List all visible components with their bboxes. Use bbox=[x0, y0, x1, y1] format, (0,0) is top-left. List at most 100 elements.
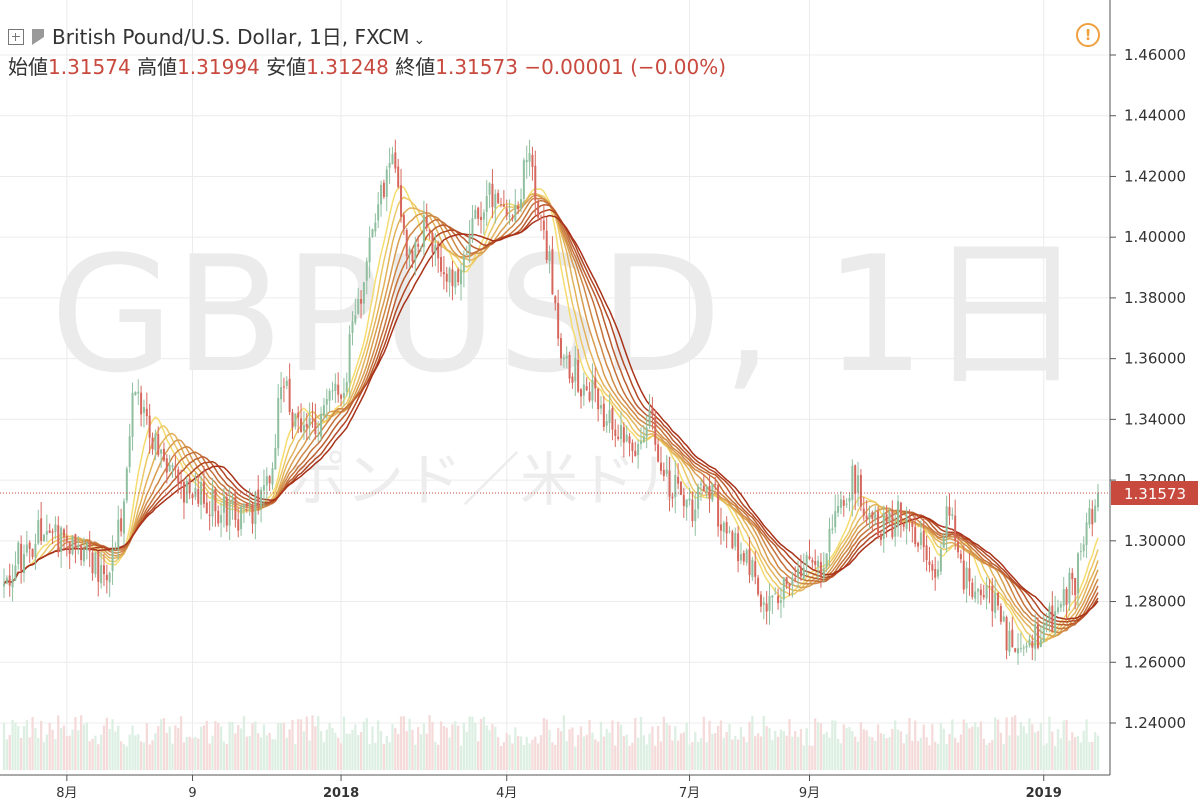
candle-body bbox=[1091, 509, 1094, 525]
candle bbox=[1014, 647, 1017, 653]
candle bbox=[997, 591, 1000, 611]
candle bbox=[391, 146, 394, 165]
candle-body bbox=[48, 530, 51, 533]
candle-body bbox=[545, 230, 548, 260]
candle-body bbox=[140, 392, 143, 415]
candle bbox=[899, 501, 902, 538]
volume-bar bbox=[99, 734, 103, 770]
candle bbox=[642, 425, 645, 444]
expand-icon[interactable] bbox=[8, 28, 24, 45]
candle bbox=[877, 506, 880, 540]
volume-bar bbox=[477, 741, 480, 770]
candle bbox=[82, 537, 85, 567]
volume-bar bbox=[105, 717, 108, 770]
candle-body bbox=[528, 153, 531, 162]
volume-bar bbox=[988, 742, 991, 770]
volume-bar bbox=[39, 720, 43, 770]
candle bbox=[57, 516, 60, 558]
volume-bar bbox=[177, 728, 180, 770]
candle-body bbox=[422, 215, 425, 248]
candle-body bbox=[768, 596, 771, 611]
volume-bar bbox=[628, 745, 631, 770]
candle-body bbox=[334, 383, 337, 391]
volume-bar bbox=[951, 719, 954, 770]
candle-body bbox=[277, 398, 280, 449]
chevron-down-icon[interactable]: ⌄ bbox=[413, 32, 426, 48]
candle bbox=[245, 502, 248, 513]
candle-body bbox=[102, 565, 105, 575]
candle bbox=[337, 372, 340, 403]
candle bbox=[325, 388, 328, 420]
volume-bar bbox=[305, 716, 308, 770]
candle bbox=[242, 502, 245, 524]
volume-bar bbox=[399, 716, 403, 770]
high-label: 高値 bbox=[137, 55, 178, 79]
volume-bar bbox=[665, 723, 668, 770]
volume-bar bbox=[48, 722, 51, 770]
candle-body bbox=[402, 215, 405, 230]
candle bbox=[828, 517, 831, 567]
volume-bar bbox=[17, 726, 20, 770]
volume-bar bbox=[228, 721, 231, 770]
candle bbox=[3, 568, 5, 598]
candle-body bbox=[682, 494, 685, 506]
candle-body bbox=[817, 560, 820, 567]
candle bbox=[508, 199, 511, 225]
volume-bar bbox=[514, 727, 517, 770]
candle-body bbox=[314, 419, 317, 435]
candle-body bbox=[1014, 648, 1017, 652]
volume-bar bbox=[619, 724, 623, 770]
candle-body bbox=[305, 423, 308, 428]
volume-bar bbox=[334, 732, 337, 770]
volume-bar bbox=[1076, 736, 1080, 770]
candle bbox=[991, 577, 994, 627]
volume-bar bbox=[711, 733, 714, 770]
candle-body bbox=[317, 435, 320, 437]
candle bbox=[500, 197, 503, 208]
volume-bar bbox=[14, 722, 17, 770]
candle bbox=[460, 263, 463, 301]
candle-body bbox=[248, 504, 251, 506]
candle-body bbox=[122, 501, 125, 534]
candle-body bbox=[554, 296, 557, 304]
candle bbox=[917, 541, 920, 553]
candle-body bbox=[262, 485, 265, 491]
candle-body bbox=[165, 458, 168, 473]
candle bbox=[577, 349, 580, 393]
symbol-title[interactable]: British Pound/U.S. Dollar, 1日, FXCM bbox=[52, 25, 410, 49]
candle-body bbox=[725, 522, 728, 534]
candle bbox=[785, 576, 788, 589]
candle-body bbox=[899, 502, 902, 524]
price-tick-label: 1.24000 bbox=[1124, 714, 1186, 732]
volume-bar bbox=[111, 719, 114, 770]
candle-body bbox=[417, 244, 420, 247]
volume-bar bbox=[1096, 735, 1100, 770]
candle bbox=[251, 503, 254, 534]
candle-body bbox=[1002, 616, 1005, 622]
candle bbox=[754, 550, 757, 585]
candle bbox=[85, 541, 88, 560]
candle bbox=[762, 596, 765, 620]
candle-body bbox=[220, 514, 223, 523]
symbol-row[interactable]: British Pound/U.S. Dollar, 1日, FXCM ⌄ bbox=[8, 22, 726, 52]
candle bbox=[782, 576, 785, 608]
candle-body bbox=[34, 543, 37, 558]
volume-bar bbox=[636, 737, 640, 770]
candle bbox=[220, 502, 223, 538]
candle bbox=[925, 535, 928, 572]
volume-bar bbox=[328, 722, 331, 770]
volume-bar bbox=[919, 737, 923, 770]
candle-body bbox=[482, 212, 485, 220]
volume-bar bbox=[268, 732, 271, 770]
candle bbox=[654, 409, 657, 452]
volume-bar bbox=[288, 729, 291, 770]
warning-icon[interactable]: ! bbox=[1076, 23, 1100, 47]
volume-bar bbox=[531, 739, 534, 770]
volume-bar bbox=[42, 741, 46, 770]
candle bbox=[148, 403, 151, 454]
volume-bar bbox=[22, 725, 26, 770]
candle-body bbox=[577, 359, 580, 392]
candle-body bbox=[85, 542, 88, 551]
candle-body bbox=[437, 243, 440, 259]
volume-bar bbox=[976, 727, 980, 770]
